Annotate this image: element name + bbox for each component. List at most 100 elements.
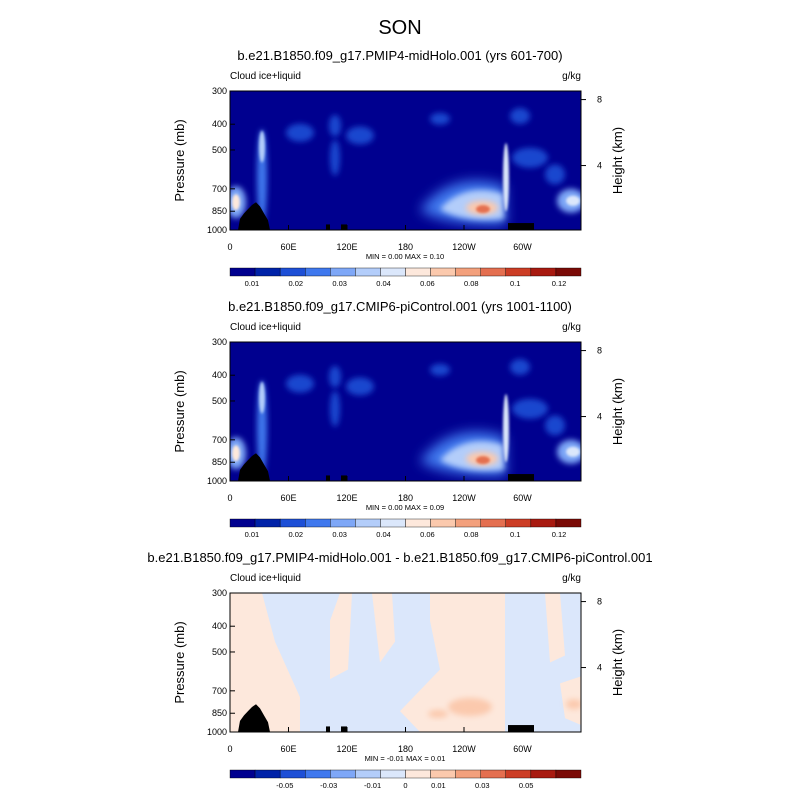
plume-streak bbox=[503, 143, 509, 212]
colorbar-label: 0.12 bbox=[552, 530, 567, 539]
cloud-patch bbox=[286, 123, 314, 142]
topography-asia bbox=[326, 475, 330, 481]
colorbar-segment bbox=[355, 267, 381, 277]
colorbar-label: 0.08 bbox=[464, 530, 479, 539]
x-tick-label: 120W bbox=[452, 744, 476, 754]
topography-africa bbox=[238, 202, 270, 230]
x-tick-label: 120W bbox=[452, 242, 476, 252]
positive-region bbox=[330, 593, 352, 680]
x-tick-label: 60W bbox=[513, 493, 532, 503]
colorbar-label: 0.01 bbox=[245, 530, 260, 539]
y-axis-label: Pressure (mb) bbox=[172, 621, 187, 703]
cloud-patch bbox=[545, 415, 565, 436]
max-east-core bbox=[566, 446, 580, 457]
y-tick-label: 700 bbox=[212, 184, 227, 194]
cloud-patch bbox=[430, 363, 450, 376]
y-tick-label: 400 bbox=[212, 621, 227, 631]
colorbar-label: 0.03 bbox=[332, 530, 347, 539]
colorbar-segment bbox=[530, 518, 557, 528]
y-tick-label: 850 bbox=[212, 708, 227, 718]
cloud-patch bbox=[346, 377, 374, 396]
topography-africa bbox=[238, 704, 270, 732]
colorbar-segment bbox=[455, 267, 481, 277]
colorbar-segment bbox=[430, 267, 456, 277]
colorbar-label: 0.05 bbox=[519, 781, 534, 790]
colorbar-label: 0.01 bbox=[245, 279, 260, 288]
cloud-streak bbox=[259, 381, 265, 414]
cloud-patch bbox=[430, 112, 450, 125]
colorbar-segment bbox=[430, 769, 456, 779]
topography bbox=[238, 453, 534, 481]
colorbar-label: 0.03 bbox=[332, 279, 347, 288]
figure-title: SON bbox=[378, 17, 421, 39]
cloud-patch bbox=[329, 114, 341, 137]
colorbar-label: 0.01 bbox=[431, 781, 446, 790]
x-tick-label: 120E bbox=[336, 493, 357, 503]
colorbar-segment bbox=[555, 518, 582, 528]
colorbar-segment bbox=[330, 518, 356, 528]
colorbar-segment bbox=[405, 518, 431, 528]
topography-asia bbox=[341, 224, 347, 230]
colorbar-segment bbox=[505, 518, 532, 528]
y-tick-label: 500 bbox=[212, 396, 227, 406]
cloud-patch bbox=[510, 359, 530, 376]
cloud-patch bbox=[330, 390, 340, 427]
colorbar-segment bbox=[355, 769, 381, 779]
topography-asia bbox=[341, 726, 347, 732]
cloud-patch bbox=[512, 398, 548, 419]
y-right-tick-label: 8 bbox=[597, 95, 602, 105]
colorbar-label: 0.02 bbox=[289, 530, 304, 539]
positive-max bbox=[566, 699, 581, 710]
cloud-patch bbox=[545, 164, 565, 185]
positive-region bbox=[545, 593, 565, 663]
x-tick-label: 180 bbox=[398, 744, 413, 754]
colorbar-segment bbox=[555, 267, 582, 277]
units-label: g/kg bbox=[562, 573, 581, 584]
cloud-streak bbox=[259, 130, 265, 163]
x-tick-label: 60W bbox=[513, 744, 532, 754]
cloud-patch bbox=[346, 126, 374, 145]
colorbar-segment bbox=[505, 769, 532, 779]
x-tick-label: 0 bbox=[227, 744, 232, 754]
y-tick-label: 850 bbox=[212, 457, 227, 467]
y-tick-label: 700 bbox=[212, 435, 227, 445]
plot-area bbox=[230, 593, 581, 732]
min-max-stats: MIN = 0.00 MAX = 0.10 bbox=[366, 252, 444, 261]
y-right-tick-label: 8 bbox=[597, 597, 602, 607]
colorbar-segment bbox=[480, 267, 506, 277]
topography-andes bbox=[508, 223, 534, 230]
topography-asia bbox=[326, 224, 330, 230]
plume-core bbox=[476, 205, 490, 214]
topography-andes bbox=[508, 474, 534, 481]
y-axis-label: Pressure (mb) bbox=[172, 119, 187, 201]
y-tick-label: 850 bbox=[212, 206, 227, 216]
positive-max bbox=[428, 709, 448, 718]
colorbar-label: 0.04 bbox=[376, 279, 391, 288]
colorbar-segment bbox=[380, 267, 406, 277]
x-tick-label: 120E bbox=[336, 744, 357, 754]
colorbar-label: 0.06 bbox=[420, 279, 435, 288]
max-west-core bbox=[232, 194, 240, 211]
y-right-tick-label: 8 bbox=[597, 346, 602, 356]
colorbar-segment bbox=[330, 769, 356, 779]
topography-andes bbox=[508, 725, 534, 732]
panels: b.e21.B1850.f09_g17.PMIP4-midHolo.001 (y… bbox=[147, 48, 652, 790]
colorbar-segment bbox=[254, 518, 281, 528]
colorbar-segment bbox=[380, 518, 406, 528]
y-axis-label: Pressure (mb) bbox=[172, 370, 187, 452]
variable-label: Cloud ice+liquid bbox=[230, 573, 301, 584]
plot-area bbox=[230, 342, 581, 481]
units-label: g/kg bbox=[562, 71, 581, 82]
colorbar-label: 0.12 bbox=[552, 279, 567, 288]
colorbar-segment bbox=[505, 267, 532, 277]
x-tick-label: 0 bbox=[227, 242, 232, 252]
chart-panel-2: b.e21.B1850.f09_g17.CMIP6-piControl.001 … bbox=[172, 299, 625, 539]
y-tick-label: 500 bbox=[212, 647, 227, 657]
plume-streak bbox=[503, 394, 509, 463]
colorbar-segment bbox=[305, 769, 331, 779]
colorbar-segment bbox=[305, 267, 331, 277]
y-tick-label: 300 bbox=[212, 588, 227, 598]
topography-africa bbox=[238, 453, 270, 481]
colorbar-segment bbox=[279, 769, 306, 779]
colorbar-segment bbox=[480, 518, 506, 528]
